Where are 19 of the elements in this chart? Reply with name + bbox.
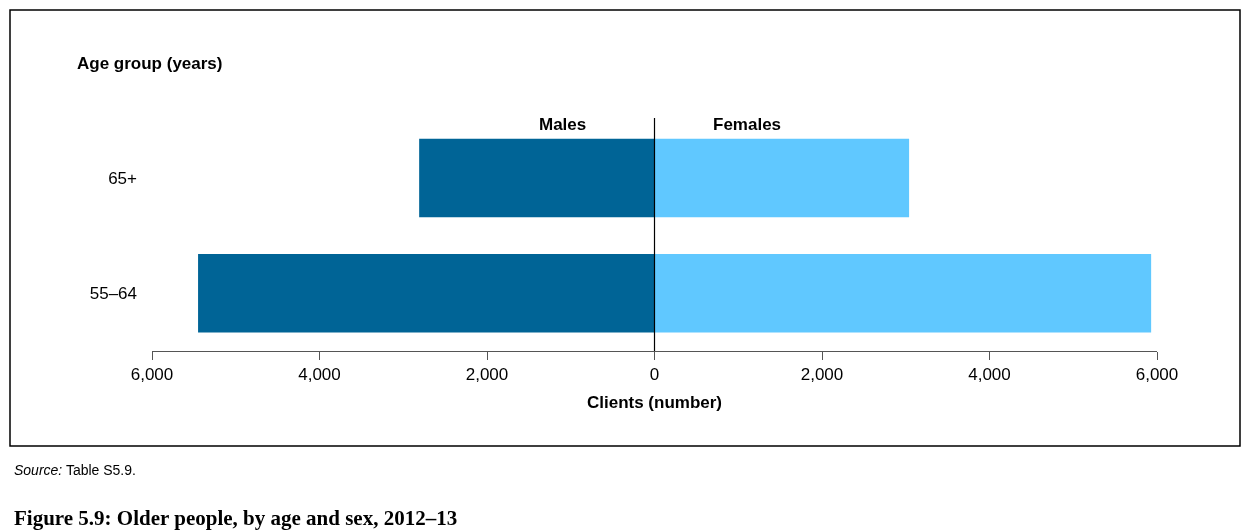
x-tick-label: 0 <box>649 365 660 385</box>
y-axis-title: Age group (years) <box>77 54 223 73</box>
x-axis-title: Clients (number) <box>586 392 723 412</box>
text: Figure 5.9: Older people, by age and sex, 2012–13 <box>14 506 458 530</box>
bar <box>198 254 655 333</box>
x-tick-label: 4,000 <box>298 365 341 385</box>
x-tick-label: 6,000 <box>1135 365 1179 385</box>
x-tick-label: 2,000 <box>465 365 509 385</box>
series-label: Females <box>713 115 782 134</box>
source-note: Source: Table S5.9. <box>14 462 136 478</box>
x-tick-label: 4,000 <box>968 365 1011 385</box>
y-tick-label: 65+ <box>108 168 138 188</box>
x-tick-label: 2,000 <box>800 365 844 385</box>
series-label: Males <box>539 115 587 134</box>
x-tick-label: 6,000 <box>130 365 174 385</box>
bar <box>419 138 655 218</box>
bar <box>654 254 1152 333</box>
bar <box>654 138 910 218</box>
y-tick-label: 55–64 <box>89 284 137 304</box>
